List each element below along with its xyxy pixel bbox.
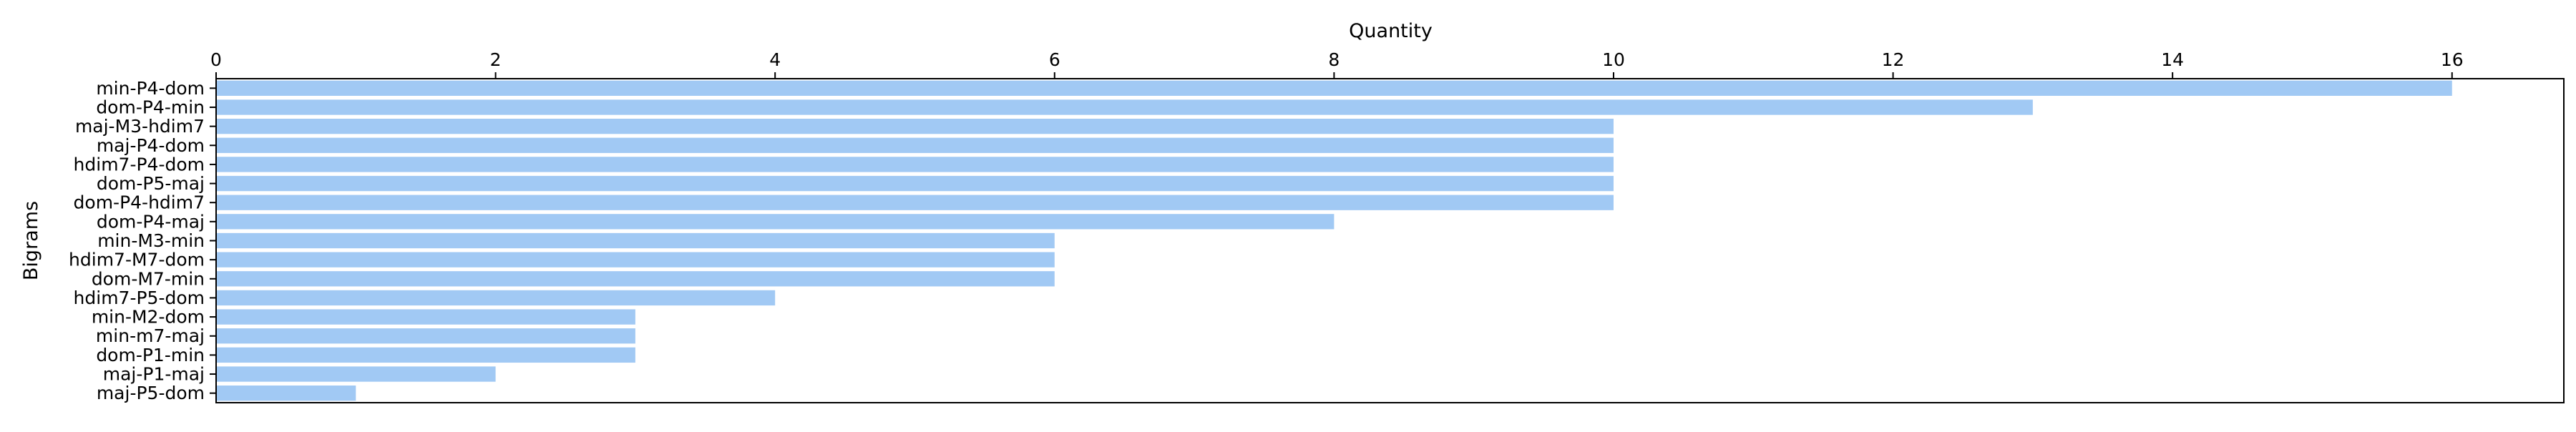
bar <box>216 80 2452 96</box>
y-tick-label: dom-P4-hdim7 <box>74 192 205 213</box>
bar <box>216 99 2033 115</box>
x-tick-label: 10 <box>1602 49 1625 70</box>
y-tick-label: min-M2-dom <box>92 307 205 328</box>
bar <box>216 118 1614 134</box>
bar <box>216 137 1614 153</box>
y-tick-label: dom-P5-maj <box>97 173 205 194</box>
bar <box>216 386 356 401</box>
bar <box>216 309 635 325</box>
bar <box>216 175 1614 192</box>
y-tick-label: min-m7-maj <box>96 325 205 346</box>
y-axis-label: Bigrams <box>20 201 42 280</box>
bar <box>216 271 1055 287</box>
x-axis-ticks: 0 2 4 6 8 10 12 14 16 <box>210 49 2464 79</box>
y-tick-label: dom-P1-min <box>96 345 205 365</box>
y-tick-label: dom-P4-min <box>96 97 205 117</box>
y-tick-label: dom-P4-maj <box>97 211 205 232</box>
x-tick-label: 8 <box>1328 49 1340 70</box>
y-tick-label: dom-M7-min <box>92 268 205 289</box>
x-tick-label: 0 <box>210 49 222 70</box>
x-tick-label: 6 <box>1049 49 1060 70</box>
x-tick-label: 14 <box>2161 49 2184 70</box>
bars <box>216 80 2452 401</box>
y-tick-label: maj-M3-hdim7 <box>75 116 205 137</box>
bar <box>216 195 1614 210</box>
bar <box>216 232 1055 249</box>
bar <box>216 214 1335 230</box>
y-tick-label: hdim7-P4-dom <box>74 154 205 175</box>
x-tick-label: 4 <box>769 49 781 70</box>
x-tick-label: 16 <box>2441 49 2464 70</box>
y-axis-ticks: min-P4-domdom-P4-minmaj-M3-hdim7maj-P4-d… <box>69 78 216 403</box>
y-tick-label: hdim7-M7-dom <box>69 250 205 270</box>
y-tick-label: maj-P5-dom <box>97 383 205 403</box>
bar <box>216 366 496 382</box>
bar <box>216 252 1055 267</box>
y-tick-label: maj-P1-maj <box>103 364 205 385</box>
y-tick-label: hdim7-P5-dom <box>74 288 205 308</box>
x-axis-label: Quantity <box>1349 20 1433 42</box>
y-tick-label: min-P4-dom <box>96 78 205 99</box>
y-tick-label: min-M3-min <box>97 230 205 251</box>
bar <box>216 347 635 363</box>
bar <box>216 157 1614 172</box>
y-tick-label: maj-P4-dom <box>97 135 205 156</box>
bar <box>216 328 635 344</box>
bar <box>216 290 776 306</box>
x-tick-label: 2 <box>490 49 502 70</box>
x-tick-label: 12 <box>1882 49 1905 70</box>
